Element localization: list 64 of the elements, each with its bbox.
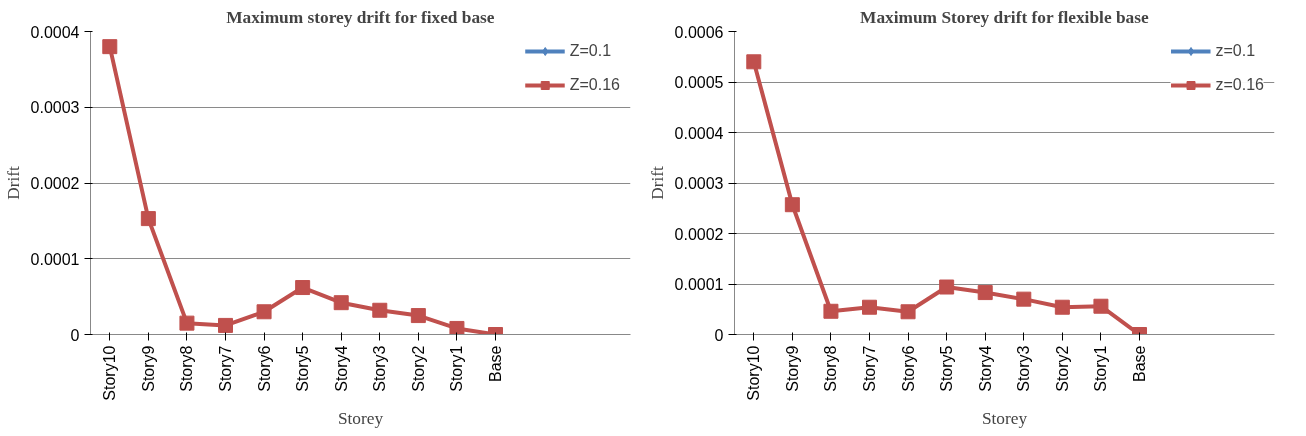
x-tick-label: Story10 xyxy=(101,345,119,401)
x-tick-label: Story6 xyxy=(255,345,273,392)
y-tick-label: 0.0003 xyxy=(30,99,80,117)
x-axis-title: Storey xyxy=(981,408,1028,428)
x-tick-label: Base xyxy=(1131,345,1148,382)
x-tick-label: Story3 xyxy=(371,345,389,392)
point xyxy=(939,279,955,295)
point xyxy=(1093,298,1109,314)
point xyxy=(102,39,118,55)
x-tick-label: Story6 xyxy=(899,345,917,392)
x-tick-label: Story2 xyxy=(409,345,427,392)
point xyxy=(410,308,426,324)
point xyxy=(449,320,465,335)
legend-label: Z=0.1 xyxy=(569,42,612,60)
point xyxy=(862,299,877,315)
x-tick-label: Story5 xyxy=(294,345,312,392)
legend-label: z=0.16 xyxy=(1215,76,1264,94)
x-tick-label: Story1 xyxy=(1092,345,1110,392)
y-tick-label: 0.0005 xyxy=(674,74,724,91)
y-axis-title: Drift xyxy=(3,165,23,200)
chart-title: Maximum Storey drift for flexible base xyxy=(860,7,1149,27)
y-tick-label: 0.0004 xyxy=(674,124,724,142)
x-tick-label: Story1 xyxy=(448,345,466,392)
point xyxy=(784,197,800,213)
x-tick-label: Story7 xyxy=(217,345,234,392)
y-axis-title: Drift xyxy=(647,165,667,200)
x-tick-label: Story4 xyxy=(332,345,350,392)
y-tick-label: 0.0003 xyxy=(674,175,724,192)
point xyxy=(977,285,993,301)
x-tick-label: Story5 xyxy=(938,345,956,392)
point xyxy=(295,280,311,296)
point xyxy=(746,54,762,70)
x-tick-label: Story9 xyxy=(783,345,801,392)
y-tick-label: 0.0002 xyxy=(30,175,80,192)
x-tick-label: Story9 xyxy=(139,345,157,392)
point xyxy=(900,304,916,320)
x-tick-label: Story7 xyxy=(861,345,878,392)
y-tick-label: 0.0002 xyxy=(674,225,724,243)
point xyxy=(823,303,839,319)
y-tick-label: 0.0001 xyxy=(674,276,724,293)
y-tick-label: 0 xyxy=(70,326,80,344)
legend-label: z=0.1 xyxy=(1215,42,1256,60)
legend-label: Z=0.16 xyxy=(569,76,620,94)
y-tick-label: 0.0004 xyxy=(30,23,80,41)
point xyxy=(333,295,349,311)
point xyxy=(1016,291,1032,307)
x-tick-label: Base xyxy=(487,345,504,382)
point xyxy=(256,304,272,320)
x-tick-label: Story8 xyxy=(822,345,840,392)
chart-title: Maximum storey drift for fixed base xyxy=(226,7,495,27)
x-tick-label: Story3 xyxy=(1015,345,1033,392)
y-tick-label: 0.0006 xyxy=(674,23,724,41)
x-tick-label: Story4 xyxy=(976,345,994,392)
x-axis-title: Storey xyxy=(337,408,384,428)
x-tick-label: Story10 xyxy=(745,345,763,401)
point xyxy=(179,315,195,331)
point xyxy=(372,302,388,318)
y-tick-label: 0.0001 xyxy=(30,250,80,268)
y-tick-label: 0 xyxy=(714,326,724,344)
point xyxy=(140,211,156,227)
point xyxy=(1054,299,1070,315)
point xyxy=(218,317,233,333)
x-tick-label: Story2 xyxy=(1053,345,1071,392)
x-tick-label: Story8 xyxy=(178,345,196,392)
